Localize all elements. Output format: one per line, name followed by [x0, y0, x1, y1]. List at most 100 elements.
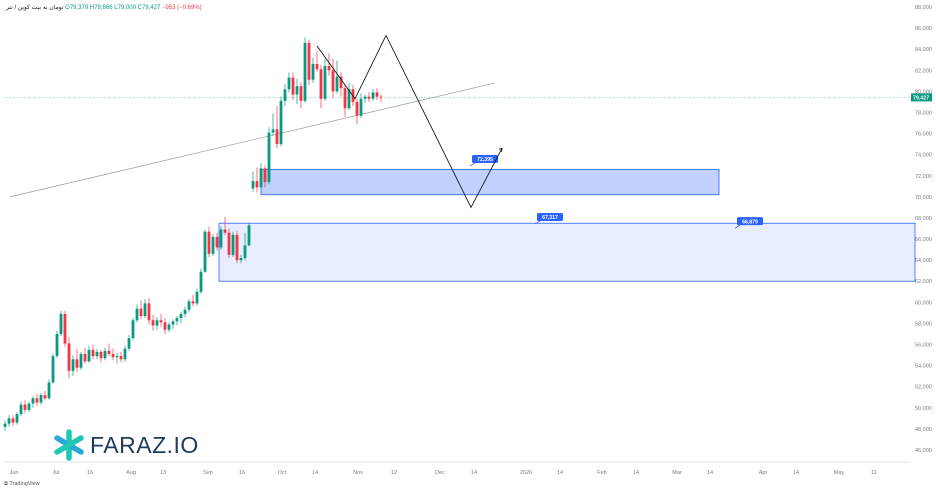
candle-body	[187, 301, 191, 310]
candle-body	[223, 229, 227, 233]
candle-body	[339, 76, 343, 89]
candle-body	[311, 63, 315, 80]
candle-body	[291, 77, 295, 95]
candle-body	[71, 359, 75, 371]
ohlc-high: H79,666	[89, 5, 113, 11]
trendline[interactable]	[9, 82, 496, 198]
x-tick-label: 14	[312, 470, 318, 476]
ohlc-close: C79,427	[137, 5, 161, 11]
candle-body	[347, 89, 351, 109]
candle-body	[59, 313, 63, 334]
candle-body	[11, 418, 15, 423]
zone-label-box	[737, 217, 763, 226]
tradingview-credit: ⧉ TradingView	[4, 481, 40, 488]
y-tick-label: 74,000	[915, 153, 932, 159]
candle-body	[47, 382, 51, 399]
candle-body	[251, 181, 255, 189]
zone-rect[interactable]	[218, 222, 916, 282]
candle-body	[67, 343, 71, 371]
candle-body	[207, 231, 211, 254]
x-tick-label: 13	[160, 470, 166, 476]
candle-body	[119, 356, 123, 360]
x-tick-label: 14	[633, 470, 639, 476]
candle-body	[163, 322, 167, 330]
candle-body	[283, 89, 287, 101]
candle-body	[295, 86, 299, 95]
candle-body	[31, 398, 35, 404]
candle-body	[95, 351, 99, 357]
y-tick-label: 66,000	[915, 237, 932, 243]
zone-label: 72,395	[477, 157, 493, 163]
x-tick-label: 14	[557, 470, 563, 476]
candle-body	[363, 96, 367, 99]
candle-body	[299, 86, 303, 101]
candle-body	[51, 356, 55, 383]
zone-rect[interactable]	[260, 169, 720, 196]
candle-body	[211, 236, 215, 254]
x-tick-label: Oct	[278, 470, 287, 476]
candle-body	[219, 229, 223, 248]
candle-body	[327, 66, 331, 71]
candle-body	[375, 92, 379, 97]
y-tick-label: 48,000	[915, 427, 932, 433]
candle-body	[43, 395, 47, 399]
candle-body	[35, 398, 39, 403]
y-tick-label: 76,000	[915, 132, 932, 138]
candle-body	[203, 231, 207, 272]
candle-body	[3, 423, 7, 427]
candle-body	[243, 245, 247, 259]
candle-body	[227, 232, 231, 255]
y-tick-label: 78,000	[915, 110, 932, 116]
candle-body	[23, 404, 27, 410]
candle-body	[263, 168, 267, 183]
ohlc-low: L79,000	[114, 5, 136, 11]
x-tick-label: Sep	[203, 470, 213, 476]
candle-body	[79, 354, 83, 368]
x-tick-label: 14	[707, 470, 713, 476]
candle-body	[167, 324, 171, 330]
candle-body	[15, 414, 19, 423]
candle-body	[139, 308, 143, 317]
candle-body	[343, 88, 347, 109]
candle-body	[179, 313, 183, 319]
y-tick-label: 52,000	[915, 385, 932, 391]
candle-body	[183, 309, 187, 314]
candle-body	[103, 350, 107, 359]
projection-path[interactable]	[316, 34, 503, 209]
x-tick-label: Jun	[10, 470, 19, 476]
candle-body	[279, 100, 283, 145]
zone-label-box	[472, 154, 498, 163]
zone-label-pointer	[469, 162, 476, 167]
x-tick-label: May	[834, 470, 845, 476]
candle-body	[143, 303, 147, 317]
candle-body	[323, 66, 327, 99]
candle-body	[371, 92, 375, 99]
zone-label: 67,317	[542, 215, 558, 221]
candle-body	[355, 101, 359, 116]
candle-body	[19, 404, 23, 415]
candle-body	[199, 271, 203, 292]
candle-body	[159, 320, 163, 323]
x-tick-label: Mar	[672, 470, 682, 476]
candle-body	[235, 234, 239, 261]
candle-body	[315, 63, 319, 70]
candle-body	[55, 333, 59, 357]
candle-body	[259, 168, 263, 188]
candle-body	[151, 320, 155, 326]
y-tick-label: 46,000	[915, 448, 932, 454]
candle-body	[27, 403, 31, 410]
candle-body	[39, 395, 43, 403]
candle-body	[359, 98, 363, 116]
y-tick-label: 84,000	[915, 47, 932, 53]
y-tick-label: 82,000	[915, 68, 932, 74]
y-tick-label: 68,000	[915, 216, 932, 222]
candle-body	[171, 321, 175, 325]
x-tick-label: 16	[239, 470, 245, 476]
candle-body	[155, 320, 159, 326]
candle-body	[287, 77, 291, 90]
candle-body	[135, 308, 139, 321]
candle-body	[7, 418, 11, 424]
x-tick-label: Nov	[353, 470, 363, 476]
y-tick-label: 62,000	[915, 279, 932, 285]
